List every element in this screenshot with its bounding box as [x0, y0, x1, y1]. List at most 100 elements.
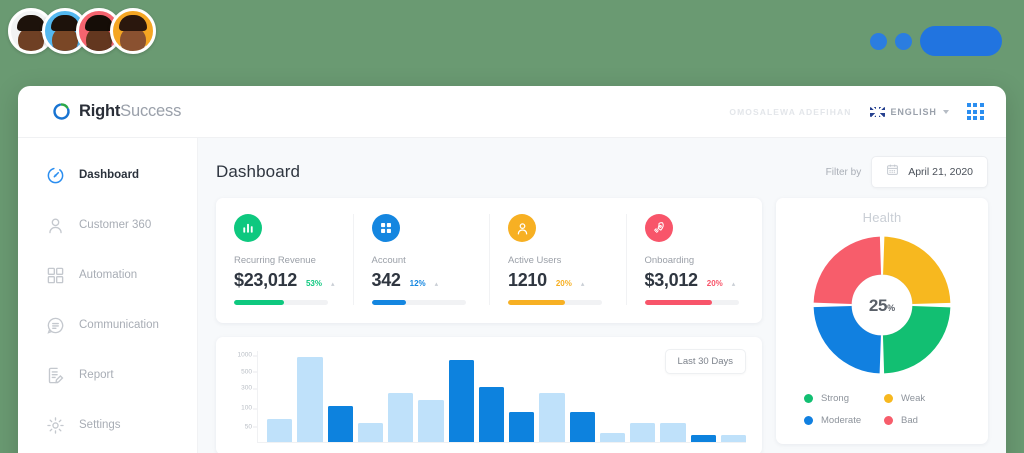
document-edit-icon [46, 366, 65, 385]
user-icon [508, 214, 536, 242]
speedometer-icon [46, 166, 65, 185]
donut-segment-moderate[interactable] [813, 236, 951, 374]
avatar-hair [51, 15, 79, 31]
legend-label: Weak [901, 393, 926, 404]
y-axis-tick: 1000 [237, 351, 258, 359]
bar-series [258, 351, 746, 443]
kpi-progress-bar [644, 300, 739, 305]
plot-area: 1000 500 300 100 50 [228, 351, 746, 443]
avatar-cluster [8, 8, 156, 54]
sidebar-item-label: Automation [79, 269, 138, 281]
kpi-label: Recurring Revenue [234, 255, 316, 266]
bar[interactable] [267, 418, 293, 442]
kpi-label: Active Users [508, 255, 562, 266]
kpi-progress-bar [371, 300, 466, 305]
kpi-value-row: 1210 20% ▴ [508, 270, 608, 291]
bar[interactable] [388, 393, 414, 442]
decorative-pill [920, 26, 1002, 56]
kpi-delta: 20% [555, 279, 572, 288]
y-axis-tick: 50 [244, 423, 258, 431]
bar[interactable] [660, 423, 686, 442]
rocket-icon [644, 214, 673, 242]
user-name[interactable]: OMOSALEWA ADEFIHAN [729, 106, 852, 117]
bar[interactable] [478, 387, 504, 442]
bar[interactable] [297, 357, 323, 442]
kpi-delta: 20% [706, 279, 723, 288]
date-value: April 21, 2020 [908, 166, 973, 178]
sidebar-item-dashboard[interactable]: Dashboard [18, 150, 197, 200]
range-button[interactable]: Last 30 Days [664, 349, 746, 374]
sidebar-item-communication[interactable]: Communication [18, 300, 197, 350]
donut-chart: 25% [786, 229, 978, 381]
kpi-trend-icon: ▴ [731, 281, 736, 288]
main-content: Dashboard Filter by April 21, 2020 [198, 138, 1006, 453]
language-switcher[interactable]: ENGLISH [869, 106, 949, 117]
avatar-hair [119, 15, 147, 31]
bar[interactable] [569, 411, 595, 442]
bar[interactable] [448, 360, 474, 442]
sidebar-item-report[interactable]: Report [18, 350, 197, 400]
date-picker-button[interactable]: April 21, 2020 [871, 156, 988, 188]
language-label: ENGLISH [890, 106, 937, 117]
sidebar-item-label: Report [79, 369, 114, 381]
health-title: Health [862, 210, 902, 225]
kpi-delta: 53% [305, 279, 322, 288]
uk-flag-icon [869, 106, 885, 117]
y-axis-tick: 500 [241, 368, 257, 376]
kpi-trend-icon: ▴ [330, 281, 335, 288]
gear-icon [46, 416, 65, 435]
legend-item-weak[interactable]: Weak [884, 393, 960, 404]
sidebar-item-settings[interactable]: Settings [18, 400, 197, 450]
brand-logo[interactable]: RightSuccess [52, 102, 214, 121]
bar-chart-icon [234, 214, 262, 242]
bar[interactable] [690, 434, 716, 442]
bar[interactable] [539, 392, 565, 442]
avatar-face [86, 27, 112, 51]
sidebar-item-label: Settings [79, 419, 121, 431]
filter-group: Filter by April 21, 2020 [826, 156, 988, 188]
kpi-onboarding: Onboarding $3,012 20% ▴ [625, 214, 763, 305]
avatar-4 [110, 8, 156, 54]
filter-by-label: Filter by [825, 166, 862, 178]
health-legend: Strong Weak Moderate Bad [786, 393, 978, 426]
window-body: Dashboard Customer 360 Automation Communica… [18, 138, 1006, 453]
sidebar-item-label: Customer 360 [79, 219, 152, 231]
kpi-label: Account [371, 255, 406, 266]
brand-wordmark: RightSuccess [79, 102, 181, 121]
avatar-hair [17, 15, 45, 31]
donut-segment-weak[interactable] [813, 236, 951, 374]
kpi-value: 1210 [508, 270, 547, 290]
main-header: Dashboard Filter by April 21, 2020 [216, 152, 988, 192]
bar[interactable] [720, 434, 746, 442]
top-bar: RightSuccess OMOSALEWA ADEFIHAN ENGLISH [18, 86, 1006, 138]
kpi-value-row: $23,012 53% ▴ [234, 270, 335, 291]
apps-grid-icon[interactable] [966, 102, 984, 121]
sidebar-item-label: Communication [79, 319, 159, 331]
bar[interactable] [599, 432, 625, 442]
kpi-value: 342 [371, 270, 401, 290]
kpi-label: Onboarding [644, 255, 695, 266]
calendar-icon [886, 163, 899, 181]
decorative-shapes [870, 26, 1002, 56]
legend-item-moderate[interactable]: Moderate [804, 415, 880, 426]
avatar-face [120, 27, 146, 51]
sidebar-item-automation[interactable]: Automation [18, 250, 197, 300]
donut-center-label: 25% [852, 275, 912, 335]
kpi-progress-bar [234, 300, 328, 305]
bar-chart-card: Last 30 Days 1000 500 300 100 50 [216, 337, 762, 453]
top-bar-right: OMOSALEWA ADEFIHAN ENGLISH [729, 102, 984, 121]
kpi-recurring-revenue: Recurring Revenue $23,012 53% ▴ [216, 214, 353, 305]
legend-color-dot [804, 416, 813, 425]
bar[interactable] [327, 406, 353, 442]
bar[interactable] [630, 423, 656, 442]
kpi-trend-icon: ▴ [580, 281, 585, 288]
bar[interactable] [418, 399, 444, 442]
left-column: Recurring Revenue $23,012 53% ▴ Account 342 12… [216, 198, 762, 453]
brand-bold: Right [79, 102, 121, 120]
legend-item-strong[interactable]: Strong [804, 393, 880, 404]
bar[interactable] [357, 422, 383, 442]
sidebar-item-customer-360[interactable]: Customer 360 [18, 200, 197, 250]
legend-item-bad[interactable]: Bad [884, 415, 960, 426]
bar[interactable] [509, 412, 535, 442]
kpi-value: $3,012 [644, 270, 699, 290]
